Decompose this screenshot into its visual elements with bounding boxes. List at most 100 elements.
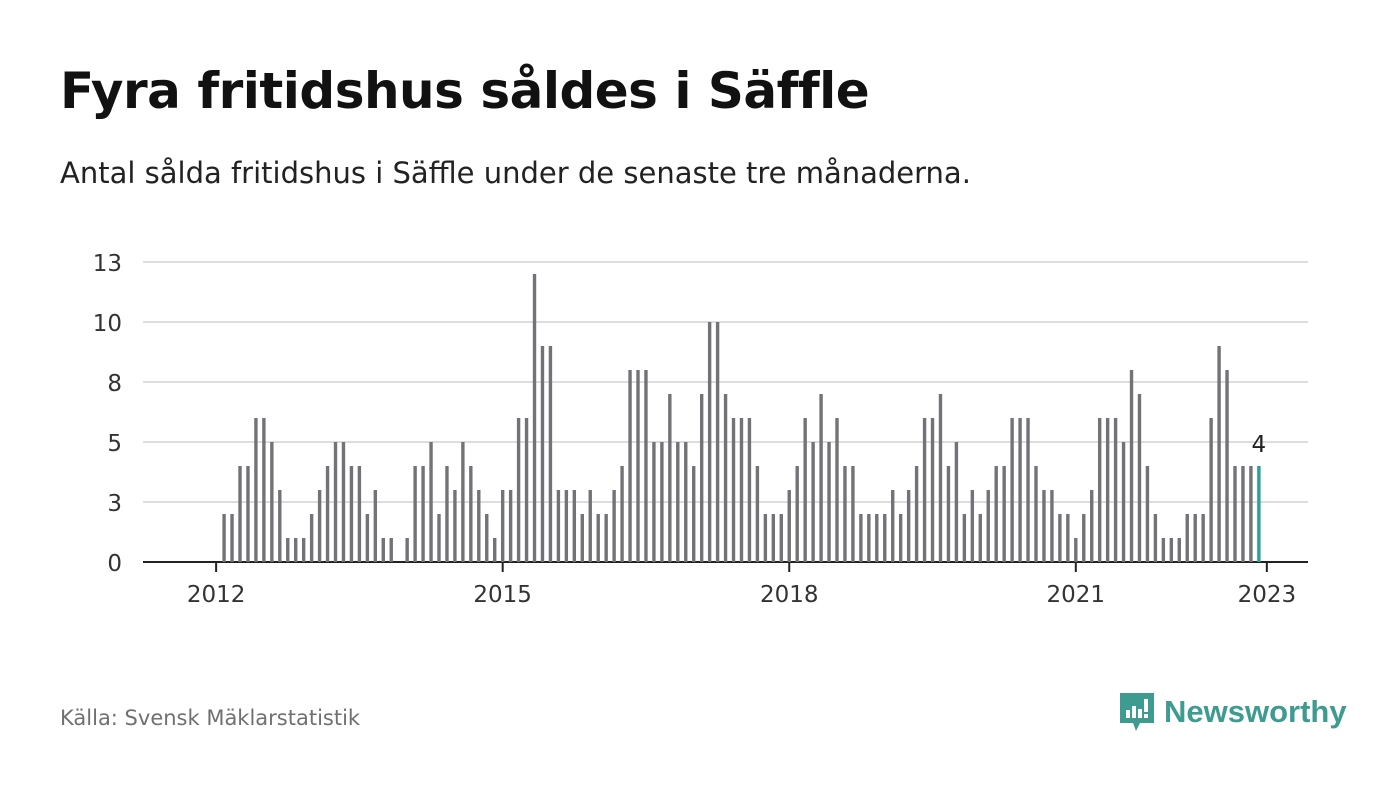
bar (891, 490, 895, 562)
bar (325, 466, 330, 562)
bar (803, 418, 807, 562)
bar (437, 514, 441, 562)
bar (795, 466, 799, 562)
bar (1042, 490, 1046, 562)
bar (692, 466, 696, 562)
bar (1225, 370, 1229, 562)
bar (1209, 418, 1213, 562)
bar (763, 514, 768, 562)
bar (994, 466, 998, 562)
bar (851, 466, 855, 562)
bar (660, 442, 664, 562)
bar (278, 490, 282, 562)
bar (1058, 514, 1062, 562)
bar (262, 418, 266, 562)
bar (970, 490, 975, 562)
bar (827, 442, 831, 562)
bar (1121, 442, 1126, 562)
bar (1010, 418, 1014, 562)
bar (469, 466, 473, 562)
latest-value-label: 4 (1252, 432, 1267, 458)
bar (1105, 418, 1110, 562)
bar (500, 490, 505, 562)
bar (516, 418, 521, 562)
bar (930, 418, 935, 562)
bar (588, 490, 592, 562)
bar (1129, 370, 1134, 562)
bar (365, 514, 370, 562)
bar (477, 490, 481, 562)
bar (246, 466, 250, 562)
bar (1074, 538, 1078, 562)
bar (301, 538, 306, 562)
y-tick-label: 8 (107, 371, 122, 397)
bar (723, 394, 728, 562)
y-tick-label: 0 (107, 551, 122, 577)
bar (1233, 466, 1237, 562)
bar (548, 346, 553, 562)
bar (254, 418, 258, 562)
bar (1113, 418, 1118, 562)
bar (1161, 538, 1166, 562)
bar (524, 418, 529, 562)
bar (349, 466, 354, 562)
bar (1153, 514, 1158, 562)
brand-name: Newsworthy (1164, 694, 1347, 729)
bar (357, 466, 362, 562)
bar (508, 490, 513, 562)
bar (493, 538, 497, 562)
bar (1217, 346, 1221, 562)
bar (1193, 514, 1197, 562)
bar (333, 442, 338, 562)
bar (421, 466, 425, 562)
bar (620, 466, 624, 562)
bar (707, 322, 712, 562)
bar (1034, 466, 1038, 562)
bar (389, 538, 393, 562)
y-tick-label: 13 (93, 251, 122, 277)
bar (875, 514, 879, 562)
bar (835, 418, 839, 562)
bar (429, 442, 433, 562)
bar (962, 514, 967, 562)
bar (898, 514, 903, 562)
bar (453, 490, 457, 562)
bar (978, 514, 982, 562)
bar (636, 370, 640, 562)
chart-subtitle: Antal sålda fritidshus i Säffle under de… (60, 156, 971, 190)
newsworthy-logo-icon (1120, 693, 1154, 731)
bar (1201, 514, 1205, 562)
bar (699, 394, 704, 562)
bar (1050, 490, 1054, 562)
bar (604, 514, 608, 562)
bar (747, 418, 752, 562)
bar (715, 322, 720, 562)
bar (1249, 466, 1253, 562)
x-tick-label: 2012 (187, 582, 246, 608)
bar (644, 370, 648, 562)
bar (628, 370, 632, 562)
bar (819, 394, 823, 562)
bar (405, 538, 409, 562)
bar (1097, 418, 1102, 562)
bar (946, 466, 951, 562)
bar (532, 274, 537, 562)
bar (843, 466, 847, 562)
y-tick-label: 5 (107, 431, 122, 457)
bar (309, 514, 314, 562)
bar (341, 442, 346, 562)
bar (230, 514, 234, 562)
bar (684, 442, 688, 562)
source-note: Källa: Svensk Mäklarstatistik (60, 706, 361, 730)
bar (596, 514, 600, 562)
bar (787, 490, 791, 562)
bar (1241, 466, 1245, 562)
bar (1090, 490, 1094, 562)
chart-title: Fyra fritidshus såldes i Säffle (60, 62, 870, 120)
bar (755, 466, 760, 562)
bar (1018, 418, 1022, 562)
y-tick-label: 3 (107, 491, 122, 517)
x-tick-label: 2021 (1047, 582, 1106, 608)
bar (1185, 514, 1189, 562)
